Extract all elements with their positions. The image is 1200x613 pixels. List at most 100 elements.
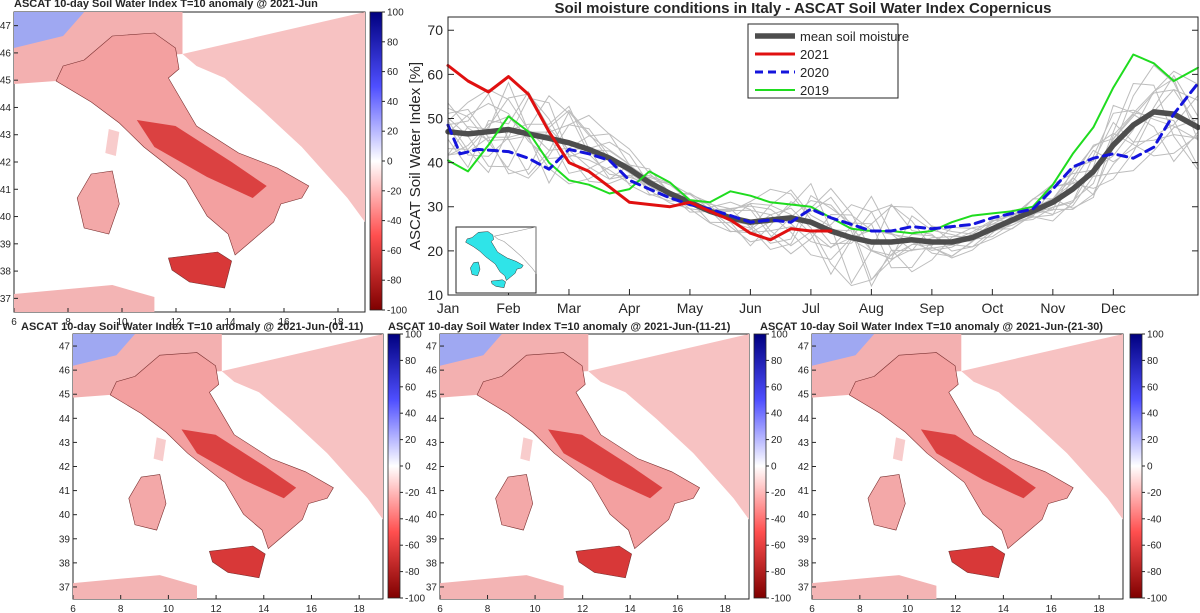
map-xtick-label: 12 [211,604,223,613]
map-ytick-label: 46 [0,48,11,59]
map-ytick-label: 44 [0,103,11,114]
map-ytick-label: 44 [798,414,810,425]
map-ytick-label: 47 [59,342,71,353]
colorbar-tick-label: -40 [1147,514,1162,525]
map-xtick-label: 12 [170,317,182,328]
map-ytick-label: 46 [798,366,810,377]
map-xtick-label: 16 [1046,604,1058,613]
map-ytick-label: 47 [426,342,438,353]
map-ytick-label: 39 [426,534,438,545]
map-title: ASCAT 10-day Soil Water Index T=10 anoma… [21,321,364,333]
colorbar-tick-label: 0 [387,157,393,168]
colorbar-tick-label: -60 [771,541,786,552]
colorbar [1129,333,1143,599]
map-xtick-label: 10 [116,317,128,328]
africa-land [14,285,155,312]
map-xtick-label: 10 [530,604,542,613]
y-axis-label: ASCAT Soil Water Index [%] [407,62,424,250]
series-line-2021 [446,64,833,242]
map-xtick-label: 14 [998,604,1010,613]
colorbar-tick-label: 0 [771,462,777,473]
map-ytick-label: 38 [59,558,71,569]
colorbar-tick-label: 80 [405,356,417,367]
sardinia-land [76,170,120,235]
map-ytick-label: 43 [798,438,810,449]
map-xtick-label: 14 [224,317,236,328]
series-other-year-line [447,93,1199,256]
dry-anomaly-area [548,429,663,499]
map-ytick-label: 42 [59,462,71,473]
dry-anomaly-area [920,429,1036,499]
map-xtick-label: 12 [577,604,589,613]
map-title: ASCAT 10-day Soil Water Index T=10 anoma… [760,321,1103,333]
italy-inset-map [455,226,537,294]
chart-title: Soil moisture conditions in Italy - ASCA… [555,0,1052,17]
ytick-label: 10 [427,287,443,303]
xtick-label: Dec [1101,300,1126,316]
colorbar-tick-label: -60 [387,246,402,257]
colorbar-tick-label: -40 [405,514,420,525]
ytick-label: 50 [427,110,443,126]
map-ytick-label: 43 [59,438,71,449]
inset-neighbours [493,226,537,275]
ytick-label: 20 [427,243,443,259]
map-xtick-label: 18 [1094,604,1106,613]
ytick-label: 30 [427,199,443,215]
colorbar-tick-label: 40 [771,409,783,420]
colorbar-tick-label: -80 [405,567,420,578]
colorbar-tick-label: -100 [387,306,407,317]
map-xtick-label: 6 [70,604,76,613]
map-xtick-label: 6 [11,317,17,328]
corsica-land [153,437,166,462]
corsica-land [105,129,120,156]
map-xtick-label: 18 [332,317,344,328]
colorbar-tick-label: -40 [771,514,786,525]
map-xtick-label: 8 [118,604,124,613]
map-ytick-label: 40 [426,510,438,521]
series-other-year-line [447,64,1199,251]
balkans-land [588,334,749,520]
sardinia-land [495,474,534,531]
colorbar-tick-label: 20 [387,127,399,138]
map-panel-2: ASCAT 10-day Soil Water Index T=10 anoma… [21,321,425,613]
series-other-year-line [447,95,1199,260]
map-ytick-label: 45 [0,76,11,87]
map-ytick-label: 45 [426,390,438,401]
colorbar-tick-label: 60 [387,67,399,78]
map-xtick-label: 16 [306,604,318,613]
corsica-land [892,437,906,462]
map-xtick-label: 18 [354,604,366,613]
series-other-year-line [447,88,1199,261]
colorbar-tick-label: 20 [405,435,417,446]
colorbar-tick-label: 100 [387,8,404,19]
wet-anomaly-area [73,334,135,366]
map-ytick-label: 47 [798,342,810,353]
colorbar-tick-label: -20 [771,488,786,499]
sardinia-land [867,474,906,531]
corsica-land [520,437,533,462]
map-ytick-label: 46 [426,366,438,377]
colorbar-tick-label: 60 [771,382,783,393]
colorbar-tick-label: 40 [1147,409,1159,420]
xtick-label: Oct [981,300,1003,316]
xtick-label: Jul [802,300,820,316]
colorbar-tick-label: 20 [1147,435,1159,446]
xtick-label: Jun [739,300,762,316]
wet-anomaly-area [440,334,502,366]
map-ytick-label: 39 [0,239,11,250]
colorbar [369,11,383,311]
map-title: ASCAT 10-day Soil Water Index T=10 anoma… [388,321,731,333]
map-xtick-label: 14 [258,604,270,613]
colorbar-tick-label: 100 [771,330,788,341]
colorbar-tick-label: 0 [405,462,411,473]
colorbar-tick-label: -80 [387,276,402,287]
map-panel-3: ASCAT 10-day Soil Water Index T=10 anoma… [388,321,791,613]
series-line-mean-soil-moisture [445,109,1200,245]
colorbar-tick-label: 80 [771,356,783,367]
colorbar-tick-label: 0 [1147,462,1153,473]
map-ytick-label: 43 [426,438,438,449]
map-ytick-label: 39 [59,534,71,545]
map-ytick-label: 47 [0,21,11,32]
map-ytick-label: 37 [798,582,810,593]
colorbar-tick-label: 60 [1147,382,1159,393]
